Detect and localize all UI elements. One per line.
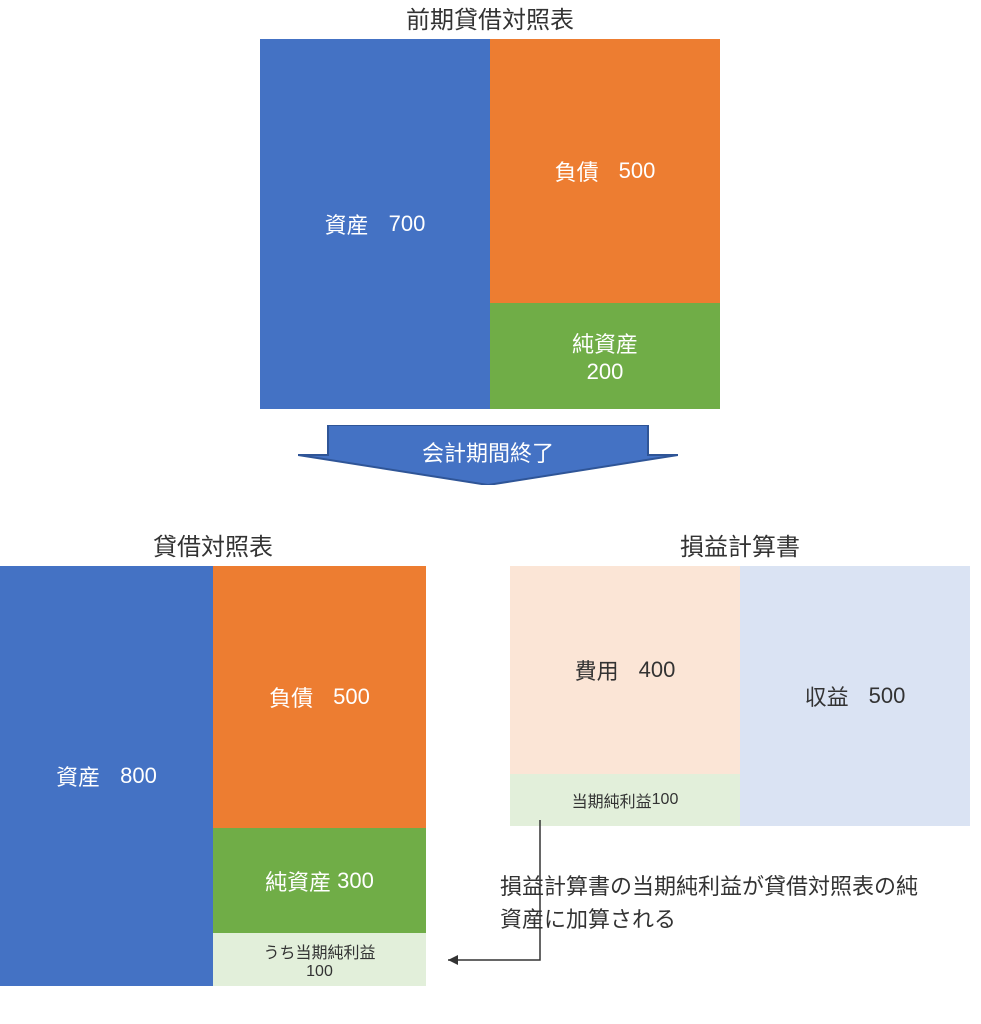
current-assets-block: 資産 800 [0, 566, 213, 986]
pl-chart: 費用 400 当期純利益 100 収益 500 [510, 566, 970, 826]
prior-assets-block: 資産 700 [260, 39, 490, 409]
current-assets-label: 資産 [56, 760, 100, 792]
pl-netincome-label: 当期純利益 [572, 788, 652, 812]
prior-netassets-block: 純資産 200 [490, 303, 720, 409]
prior-liabilities-value: 500 [619, 158, 656, 184]
current-bs-title: 貸借対照表 [0, 527, 426, 562]
pl-netincome-block: 当期純利益 100 [510, 774, 740, 826]
prior-assets-value: 700 [389, 211, 426, 237]
arrow-label: 会計期間終了 [422, 436, 554, 468]
current-netassets-block: 純資産 300 [213, 828, 426, 933]
current-netincome-block: うち当期純利益 100 [213, 933, 426, 986]
pl-netincome-value: 100 [652, 791, 679, 809]
pl-expenses-block: 費用 400 [510, 566, 740, 774]
current-netassets-label: 純資産 [265, 865, 331, 897]
current-liabilities-value: 500 [333, 684, 370, 710]
current-liabilities-block: 負債 500 [213, 566, 426, 828]
pl-section: 損益計算書 費用 400 当期純利益 100 収益 500 [510, 527, 970, 826]
current-assets-value: 800 [120, 763, 157, 789]
prior-bs-title: 前期貸借対照表 [260, 0, 720, 35]
pl-expenses-label: 費用 [575, 654, 619, 686]
prior-bs-section: 前期貸借対照表 資産 700 負債 500 純資産 200 [260, 0, 720, 409]
pl-revenue-value: 500 [869, 683, 906, 709]
pl-revenue-block: 収益 500 [740, 566, 970, 826]
current-liabilities-label: 負債 [269, 681, 313, 713]
prior-liabilities-block: 負債 500 [490, 39, 720, 303]
explanation-text: 損益計算書の当期純利益が貸借対照表の純資産に加算される [500, 870, 930, 936]
pl-revenue-label: 収益 [805, 680, 849, 712]
current-bs-chart: 資産 800 負債 500 純資産 300 うち当期純利益 100 [0, 566, 426, 986]
prior-liabilities-label: 負債 [555, 155, 599, 187]
prior-bs-chart: 資産 700 負債 500 純資産 200 [260, 39, 720, 409]
arrow-section: 会計期間終了 [298, 425, 678, 485]
prior-assets-label: 資産 [325, 208, 369, 240]
current-netincome-value: 100 [306, 963, 333, 981]
prior-netassets-label: 純資産 [572, 327, 638, 359]
connector-arrow-icon [430, 820, 550, 972]
prior-netassets-value: 200 [587, 359, 624, 385]
pl-expenses-value: 400 [639, 657, 676, 683]
current-netassets-value: 300 [337, 868, 374, 894]
pl-title: 損益計算書 [510, 527, 970, 562]
current-netincome-label: うち当期純利益 [263, 939, 375, 963]
current-bs-section: 貸借対照表 資産 800 負債 500 純資産 300 うち当期純利益 100 [0, 527, 426, 986]
